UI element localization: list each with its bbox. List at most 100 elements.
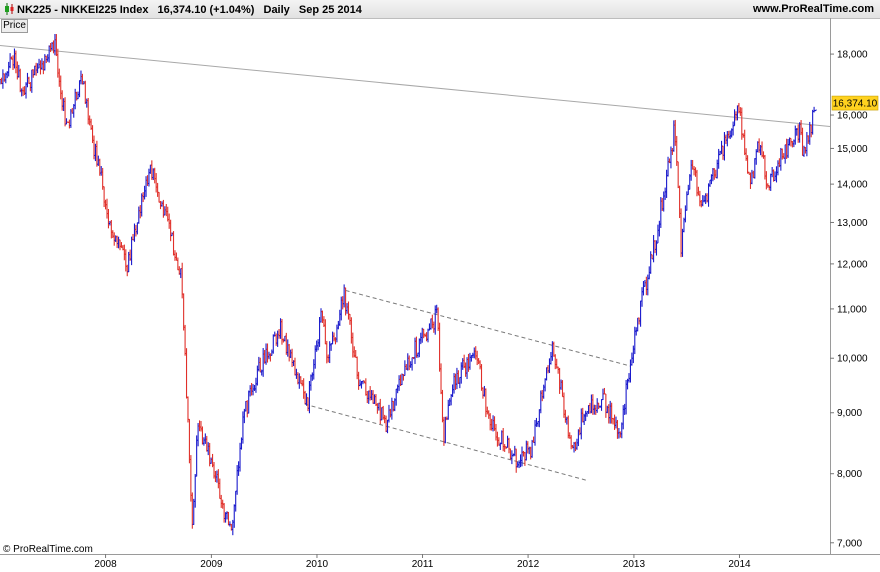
- price-bar: [241, 411, 245, 444]
- price-bar: [606, 405, 609, 414]
- copyright: © ProRealTime.com: [3, 544, 93, 555]
- price-bar: [577, 429, 580, 447]
- price-bar: [186, 396, 190, 423]
- price-bar: [204, 433, 207, 444]
- price-bar: [280, 319, 284, 345]
- price-tick-label: 13,000: [837, 218, 868, 229]
- price-bar: [656, 224, 660, 244]
- price-bar: [410, 357, 414, 371]
- price-bar: [575, 438, 579, 450]
- price-bar: [364, 378, 368, 396]
- price-bar: [136, 222, 139, 235]
- price-bar: [302, 378, 305, 399]
- site-link[interactable]: www.ProRealTime.com: [752, 3, 874, 15]
- price-bar: [20, 88, 23, 97]
- price-bar: [425, 332, 428, 342]
- price-bar: [441, 389, 444, 423]
- price-bar: [408, 355, 411, 371]
- price-bar: [692, 166, 696, 176]
- price-bar: [87, 97, 90, 125]
- price-bar: [264, 343, 268, 365]
- price-bar: [717, 148, 720, 169]
- price-bar: [52, 40, 55, 54]
- price-bar: [506, 435, 509, 448]
- price-bar: [185, 348, 188, 399]
- price-bar: [205, 435, 208, 452]
- time-tick-label: 2009: [200, 559, 223, 570]
- price-bar: [812, 106, 816, 113]
- price-bar: [344, 287, 347, 316]
- price-bar: [105, 198, 109, 219]
- price-bar: [7, 61, 10, 77]
- price-bar: [756, 141, 759, 153]
- price-tab[interactable]: Price: [1, 19, 28, 33]
- price-bar: [154, 173, 158, 193]
- price-bar: [461, 358, 464, 370]
- date-label: Sep 25 2014: [298, 4, 362, 16]
- price-bar: [73, 88, 77, 110]
- price-bar: [387, 404, 391, 423]
- price-bar: [406, 353, 409, 371]
- price-bar: [807, 135, 810, 144]
- price-bar: [400, 373, 404, 386]
- price-bar: [465, 357, 469, 380]
- price-bar: [789, 137, 793, 147]
- price-tick-label: 11,000: [837, 304, 867, 315]
- price-bar: [377, 402, 381, 411]
- price-bar: [585, 411, 589, 417]
- price-bar: [726, 130, 729, 147]
- price-bar: [39, 60, 42, 75]
- price-bar: [746, 155, 749, 174]
- price-bar: [684, 205, 687, 223]
- price-bar: [554, 354, 557, 370]
- price-bar: [642, 281, 645, 296]
- price-bar: [316, 339, 320, 351]
- price-bar: [115, 235, 119, 249]
- price-bar: [194, 474, 197, 508]
- price-bar: [776, 160, 780, 176]
- price-bar: [26, 72, 29, 88]
- price-bar: [772, 169, 775, 182]
- price-bar: [428, 323, 431, 331]
- price-bar: [257, 356, 261, 372]
- price-bar: [157, 191, 161, 203]
- price-bar: [261, 348, 265, 377]
- price-bar: [691, 160, 694, 170]
- price-bar: [743, 129, 746, 156]
- price-bar: [462, 354, 466, 369]
- price-bar: [97, 155, 100, 166]
- price-bar: [111, 230, 114, 238]
- price-bar: [571, 445, 574, 449]
- price-bar: [78, 80, 81, 98]
- price-bar: [595, 398, 599, 413]
- price-bar: [739, 107, 742, 116]
- price-bar: [201, 426, 204, 445]
- price-bar: [37, 58, 41, 69]
- price-bar: [801, 127, 804, 156]
- price-bar: [708, 179, 712, 187]
- price-bar: [718, 150, 722, 156]
- price-bar: [702, 195, 706, 203]
- time-tick-label: 2013: [623, 559, 646, 570]
- price-bar: [564, 409, 567, 423]
- price-bar: [215, 470, 219, 483]
- price-bar: [222, 503, 226, 523]
- price-bar: [781, 148, 784, 160]
- price-bar: [165, 203, 168, 217]
- price-bar: [32, 69, 35, 78]
- price-tick-label: 15,000: [837, 144, 868, 155]
- price-bar: [118, 239, 122, 251]
- price-bar: [108, 221, 112, 226]
- price-bar: [458, 376, 462, 389]
- price-bar: [530, 439, 534, 458]
- price-bar: [153, 167, 156, 184]
- price-bar: [169, 219, 172, 242]
- price-chart[interactable]: 7,000 8,000 9,000 10,000 11,000 12,000 13,000 1…: [0, 18, 880, 572]
- price-bar: [276, 330, 279, 347]
- price-bar: [325, 340, 328, 364]
- price-bar: [176, 257, 180, 271]
- price-bar: [665, 169, 668, 198]
- price-bar: [663, 187, 667, 200]
- price-bar: [600, 399, 603, 411]
- price-bar: [34, 62, 38, 76]
